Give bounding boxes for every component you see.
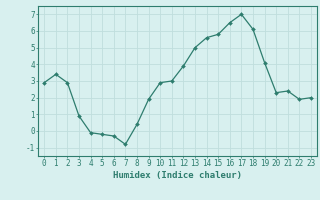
- X-axis label: Humidex (Indice chaleur): Humidex (Indice chaleur): [113, 171, 242, 180]
